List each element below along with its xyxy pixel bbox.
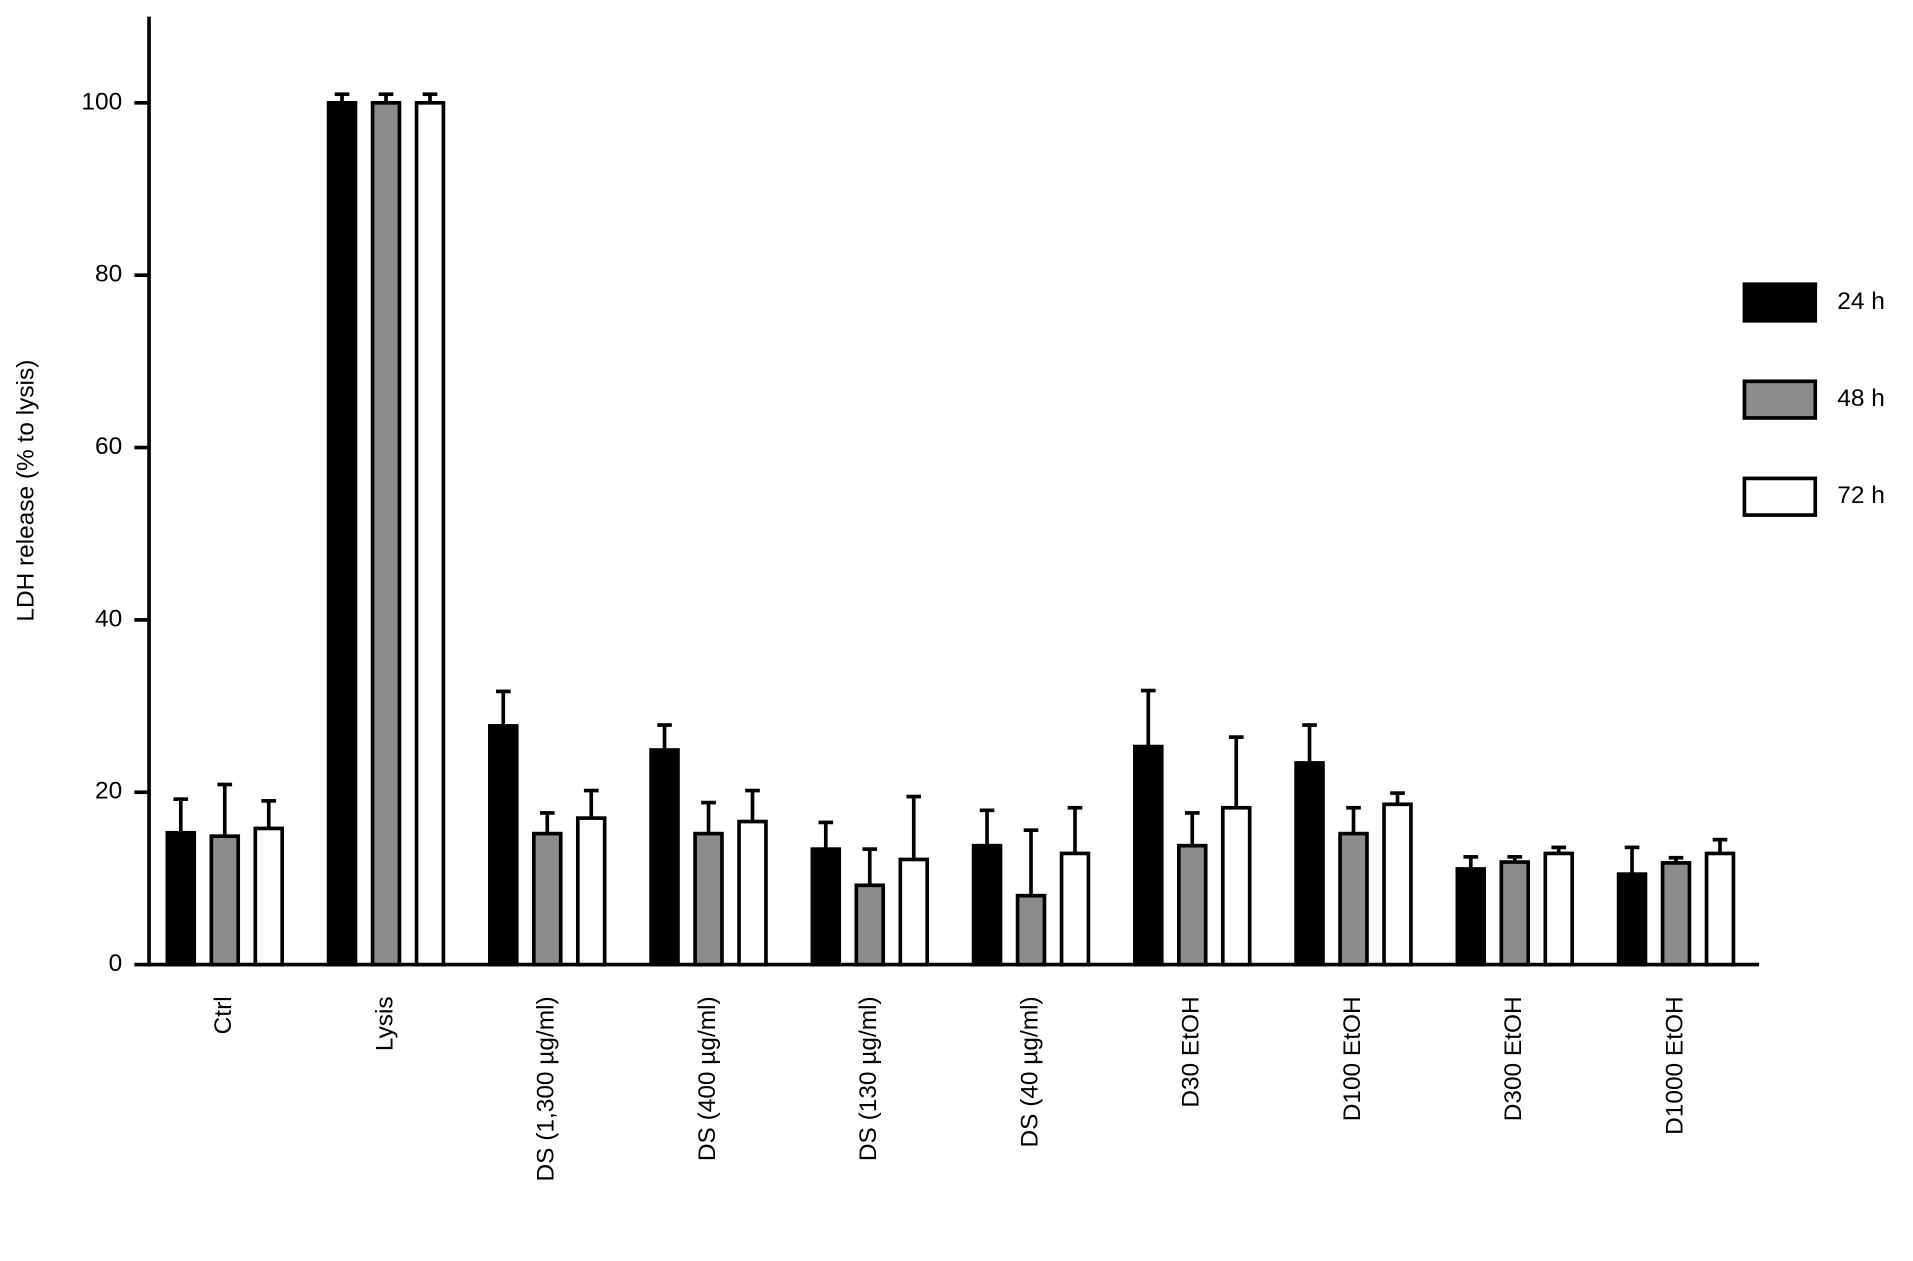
x-tick-label: Lysis [371,996,398,1051]
bar [1059,851,1091,967]
bar [898,857,930,967]
bar [1176,843,1208,967]
bar [1220,805,1252,967]
legend-swatch [1742,476,1818,517]
bar [414,100,446,967]
legend-label: 24 h [1837,288,1885,315]
y-tick-label: 20 [95,778,122,805]
y-tick-label: 80 [95,261,122,288]
x-tick-label: D300 EtOH [1500,996,1527,1121]
bar [854,883,886,967]
y-axis-title: LDH release (% to lysis) [12,360,39,622]
bar [1704,851,1736,967]
legend-label: 48 h [1837,385,1885,412]
legend-swatch [1742,379,1818,420]
bar [1015,893,1047,967]
bar [165,830,197,967]
y-tick-label: 60 [95,433,122,460]
x-tick-label: DS (1,300 µg/ml) [533,996,560,1181]
x-tick-label: D100 EtOH [1339,996,1366,1121]
x-tick-label: D30 EtOH [1178,996,1205,1107]
y-tick-label: 100 [81,88,122,115]
bar [1499,860,1531,967]
bar [1133,744,1164,967]
bar [209,834,241,967]
legend-swatch [1742,282,1818,323]
legend-label: 72 h [1837,482,1885,509]
y-tick-label: 40 [95,605,122,632]
x-tick-label: DS (130 µg/ml) [855,996,882,1161]
x-tick-label: DS (40 µg/ml) [1016,996,1043,1147]
x-tick-label: D1000 EtOH [1661,996,1688,1134]
bar [575,816,607,967]
bar [737,819,768,967]
bar [1338,831,1369,967]
bar [370,100,402,967]
x-tick-label: Ctrl [210,996,237,1034]
bar [1660,861,1692,967]
bar [1382,802,1413,967]
bar [488,724,519,967]
bar [326,100,358,967]
bar [971,843,1003,967]
bar [531,831,563,967]
bar [810,847,842,967]
bar [649,748,680,967]
bar [1616,872,1648,967]
bar [1294,761,1325,967]
y-tick-label: 0 [109,950,123,977]
x-tick-label: DS (400 µg/ml) [694,996,721,1161]
bar [253,826,285,967]
bar [1543,851,1575,967]
bar [693,831,724,967]
bar [1455,867,1487,967]
